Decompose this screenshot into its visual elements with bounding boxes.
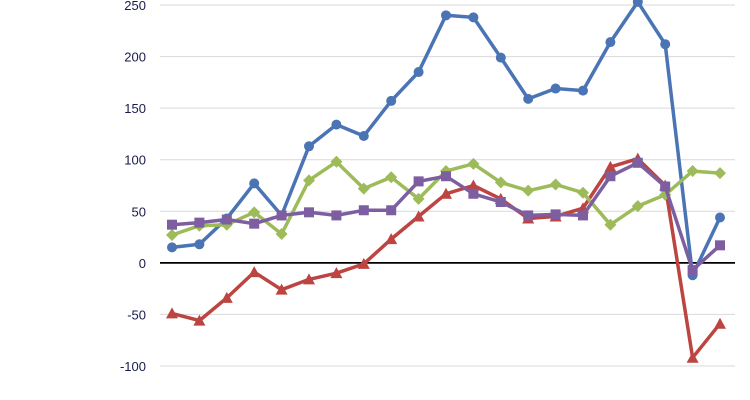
square-marker [331,210,342,221]
series-line [171,0,722,277]
diamond-marker [275,227,288,240]
circle-marker [358,130,369,141]
square-marker [687,265,698,276]
y-tick-label: 50 [132,204,146,219]
square-marker [578,210,588,221]
square-marker [632,157,643,168]
square-marker [413,176,424,187]
y-tick-label: 250 [124,0,146,13]
circle-marker [249,178,260,189]
circle-marker [441,10,451,21]
diamond-marker [714,167,726,180]
circle-marker [660,39,671,50]
diamond-marker [303,174,315,187]
square-marker [221,214,232,225]
triangle-marker [412,210,425,222]
square-marker [167,219,177,230]
triangle-marker [330,267,343,279]
triangle-marker [467,179,480,191]
diamond-marker [522,184,535,197]
square-marker [249,218,260,229]
square-marker [468,188,479,199]
diamond-marker [330,155,343,168]
diamond-marker [494,176,507,189]
square-marker [441,171,451,182]
y-tick-label: 150 [124,101,146,116]
diamond-marker [686,165,699,178]
square-marker [523,210,534,221]
circle-marker [523,93,534,104]
y-axis: 250 200 150 100 50 0 -50 -100 [120,0,146,374]
triangle-marker [220,291,233,303]
diamond-marker [385,171,398,184]
series-1 [167,0,725,281]
triangle-marker [303,273,315,285]
diamond-marker [577,186,589,199]
triangle-marker [686,351,699,363]
circle-marker [304,141,314,152]
circle-marker [331,119,342,130]
triangle-marker [248,266,261,278]
diamond-marker [604,218,617,231]
triangle-marker [714,317,726,329]
circle-marker [413,67,424,78]
triangle-marker [193,314,206,326]
y-tick-label: 0 [139,256,146,271]
square-marker [660,181,671,192]
diamond-marker [166,229,178,242]
circle-marker [632,0,643,7]
circle-marker [495,52,506,63]
circle-marker [386,95,397,106]
triangle-marker [275,283,288,295]
triangle-marker [357,257,370,269]
triangle-marker [440,187,452,199]
series-4 [167,157,725,276]
y-tick-label: 100 [124,153,146,168]
diamond-marker [467,157,480,170]
circle-marker [550,83,561,94]
circle-marker [167,242,177,253]
y-tick-label: -50 [127,307,146,322]
diamond-marker [549,178,562,191]
diamond-marker [412,192,425,205]
square-marker [358,205,369,216]
square-marker [495,197,506,208]
series-lines [166,0,726,363]
square-marker [715,240,725,251]
square-marker [194,217,205,228]
gridlines [160,4,735,367]
circle-marker [468,12,479,23]
square-marker [605,171,616,182]
y-tick-label: 200 [124,50,146,65]
circle-marker [715,212,725,223]
square-marker [386,205,397,216]
diamond-marker [248,206,261,219]
square-marker [550,209,561,220]
y-tick-label: -100 [120,359,146,374]
square-marker [304,207,314,218]
circle-marker [578,85,588,96]
triangle-marker [385,233,398,245]
square-marker [276,210,287,221]
triangle-marker [166,307,178,319]
diamond-marker [357,182,370,195]
circle-marker [194,239,205,250]
circle-marker [605,37,616,48]
triangle-marker [604,160,617,172]
diamond-marker [631,200,644,213]
